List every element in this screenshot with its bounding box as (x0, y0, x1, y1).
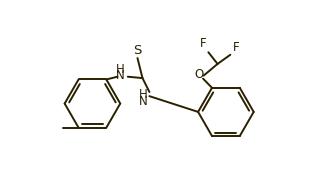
Text: F: F (200, 37, 207, 50)
Text: F: F (233, 41, 240, 54)
Text: N: N (139, 95, 148, 108)
Text: H: H (139, 88, 148, 101)
Text: S: S (133, 44, 142, 57)
Text: N: N (116, 69, 125, 82)
Text: H: H (116, 63, 125, 76)
Text: O: O (194, 68, 203, 81)
